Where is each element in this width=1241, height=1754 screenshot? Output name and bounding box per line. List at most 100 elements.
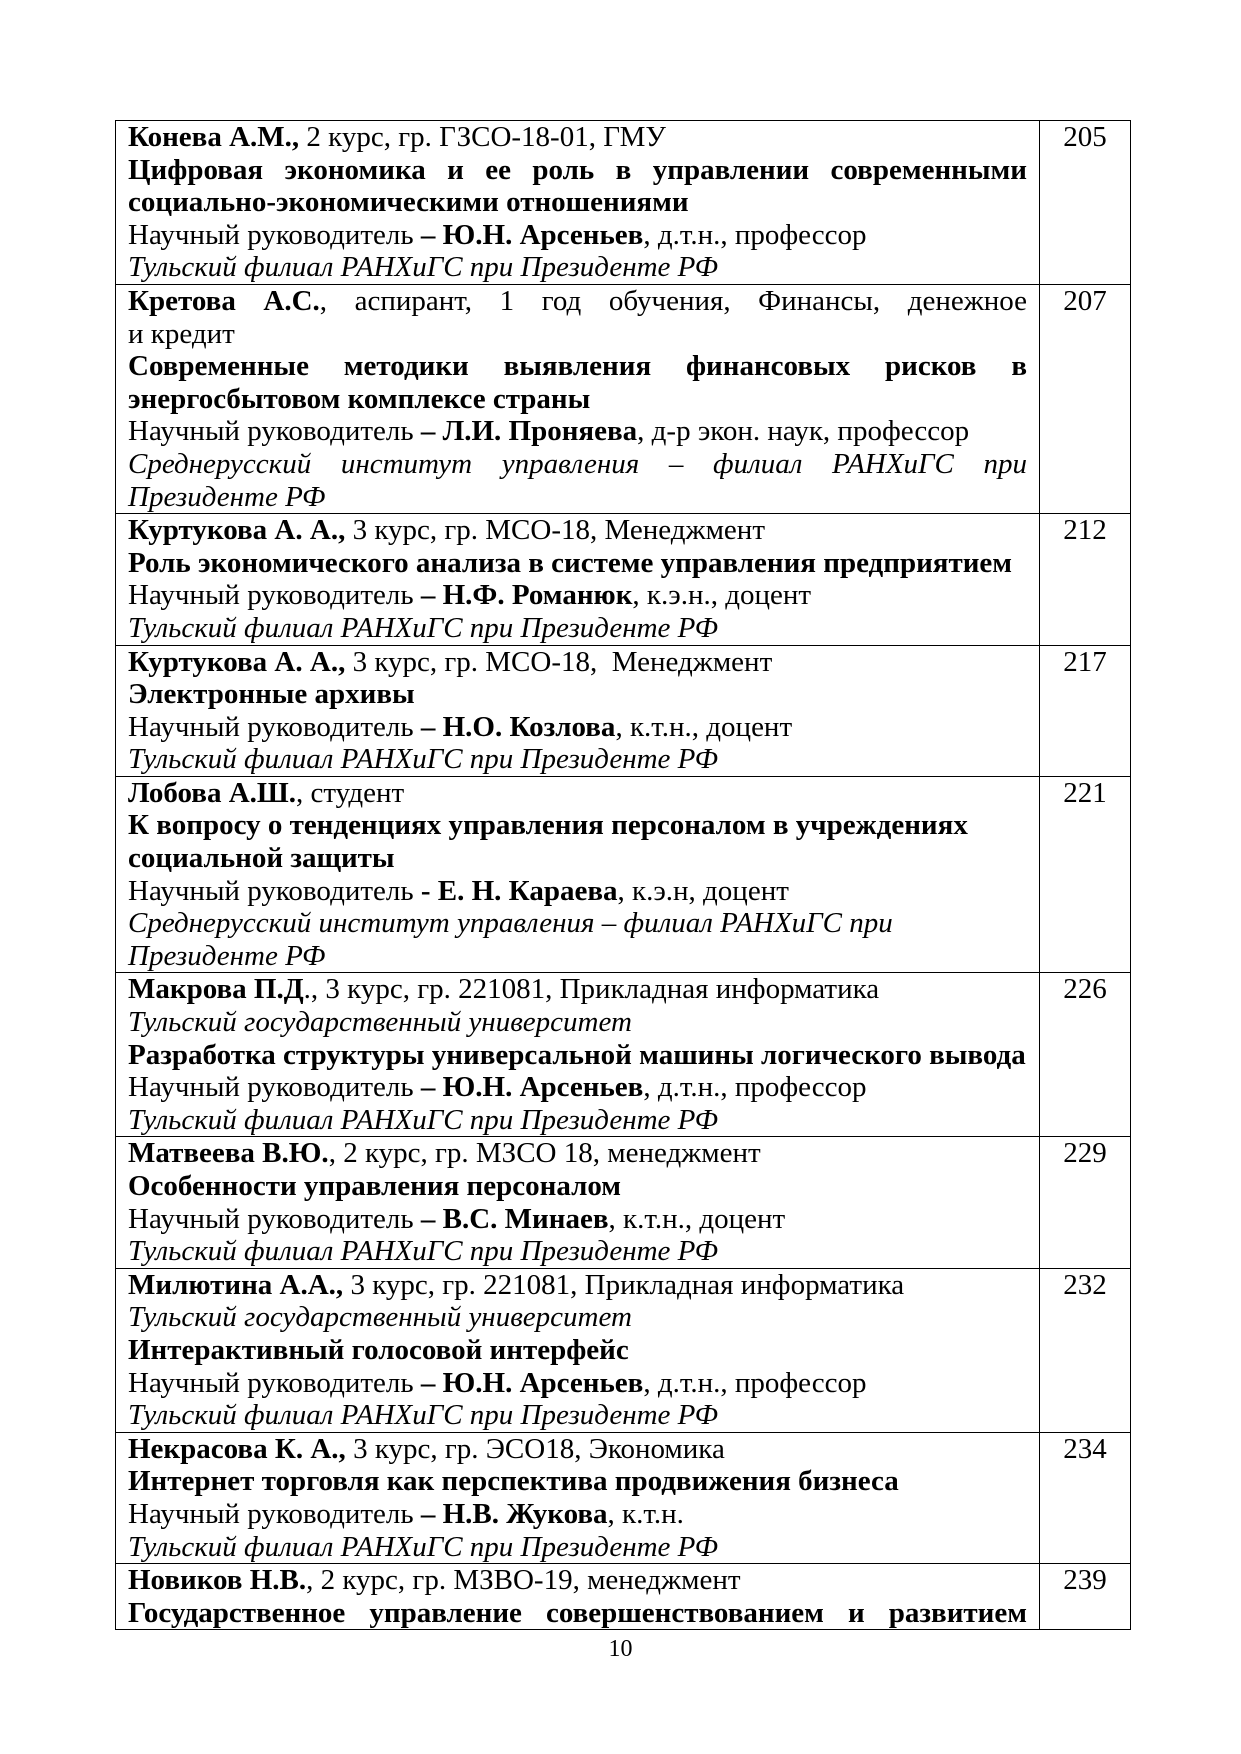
entry-line: Цифровая экономика и ее роль в управлени… [128,154,1027,187]
bold-text: энергосбытовом комплексе страны [128,382,591,415]
entry-line: Научный руководитель - Е. Н. Караева, к.… [128,875,1027,908]
entry-cell: Конева А.М., 2 курс, гр. ГЗСО-18-01, ГМУ… [115,120,1040,285]
entry-line: Матвеева В.Ю., 2 курс, гр. МЗСО 18, мене… [128,1137,1027,1170]
entry-cell: Кретова А.С., аспирант, 1 год обучения, … [115,283,1040,515]
bold-text: Кретова А.С. [128,284,320,317]
page-ref: 226 [1039,972,1131,1138]
text: , к.т.н., доцент [615,710,793,743]
contents-row: Милютина А.А., 3 курс, гр. 221081, Прикл… [115,1267,1131,1433]
entry-line: Новиков Н.В., 2 курс, гр. МЗВО-19, менед… [128,1564,1027,1597]
bold-text: – Л.И. Проняева [420,415,638,448]
text: 3 курс, гр. МСО-18, Менеджмент [345,514,765,547]
bold-text: Государственное управление совершенствов… [128,1596,1027,1629]
entry-line: Тульский филиал РАНХиГС при Президенте Р… [128,1531,1027,1564]
entry-line: Интернет торговля как перспектива продви… [128,1465,1027,1498]
text: Научный руководитель [128,1497,421,1530]
entry-line: Электронные архивы [128,678,1027,711]
italic-text: Президенте РФ [128,939,326,972]
bold-text: – Н.В. Жукова [420,1497,608,1530]
contents-row: Куртукова А. А., 3 курс, гр. МСО-18, Мен… [115,513,1131,646]
text: , аспирант, 1 год обучения, Финансы, ден… [319,284,1027,317]
entry-line: Роль экономического анализа в системе уп… [128,547,1027,580]
entry-line: Куртукова А. А., 3 курс, гр. МСО-18, Мен… [128,514,1027,547]
entry-line: Милютина А.А., 3 курс, гр. 221081, Прикл… [128,1269,1027,1302]
entry-line: Тульский филиал РАНХиГС при Президенте Р… [128,251,1027,284]
entry-line: Особенности управления персоналом [128,1170,1027,1203]
bold-text: Роль экономического анализа в системе уп… [128,546,1013,579]
italic-text: Тульский филиал РАНХиГС при Президенте Р… [128,1399,718,1432]
entry-line: Тульский филиал РАНХиГС при Президенте Р… [128,612,1027,645]
contents-row: Куртукова А. А., 3 курс, гр. МСО-18, Мен… [115,644,1131,777]
bold-text: социальной защиты [128,842,395,875]
entry-line: Тульский филиал РАНХиГС при Президенте Р… [128,1104,1027,1137]
italic-text: Тульский филиал РАНХиГС при Президенте Р… [128,1235,718,1268]
contents-row: Макрова П.Д., 3 курс, гр. 221081, Прикла… [115,972,1131,1138]
bold-text: Куртукова А. А., [128,645,346,678]
entry-line: Конева А.М., 2 курс, гр. ГЗСО-18-01, ГМУ [128,121,1027,154]
entry-line: Научный руководитель – Н.Ф. Романюк, к.э… [128,579,1027,612]
text: 3 курс, гр. 221081, Прикладная информати… [343,1268,905,1301]
contents-row: Лобова А.Ш., студент К вопросу о тенденци… [115,775,1131,974]
bold-text: Лобова А.Ш. [128,776,296,809]
page-ref: 207 [1039,283,1131,515]
entry-line: Научный руководитель – Ю.Н. Арсеньев, д.… [128,1071,1027,1104]
entry-line: социальной защиты [128,842,1027,875]
entry-line: Тульский государственный университет [128,1006,1027,1039]
bold-text: Куртукова А. А., [128,514,346,547]
italic-text: Тульский филиал РАНХиГС при Президенте Р… [128,251,718,284]
text: Научный руководитель [128,710,421,743]
page-ref: 221 [1039,775,1131,974]
entry-line: Интерактивный голосовой интерфейс [128,1334,1027,1367]
page-ref: 232 [1039,1267,1131,1433]
entry-line: Президенте РФ [128,940,1027,973]
entry-line: Государственное управление совершенствов… [128,1597,1027,1630]
bold-text: – В.С. Минаев [420,1202,609,1235]
bold-text: Интернет торговля как перспектива продви… [128,1465,899,1498]
italic-text: Тульский государственный университет [128,1301,632,1334]
text: Научный руководитель [128,874,421,907]
page-ref: 229 [1039,1136,1131,1269]
entry-cell: Матвеева В.Ю., 2 курс, гр. МЗСО 18, мене… [115,1136,1040,1269]
contents-row: Матвеева В.Ю., 2 курс, гр. МЗСО 18, мене… [115,1136,1131,1269]
entry-cell: Некрасова К. А., 3 курс, гр. ЭСО18, Экон… [115,1431,1040,1565]
entry-line: Тульский государственный университет [128,1301,1027,1334]
page-ref: 212 [1039,513,1131,646]
text: и кредит [128,317,235,350]
italic-text: Среднерусский институт управления – фили… [128,447,1027,480]
contents-row: Некрасова К. А., 3 курс, гр. ЭСО18, Экон… [115,1431,1131,1565]
bold-text: Современные методики выявления финансовы… [128,350,1027,383]
bold-text: Электронные архивы [128,678,415,711]
text: , д-р экон. наук, профессор [637,415,970,448]
entry-line: Тульский филиал РАНХиГС при Президенте Р… [128,1235,1027,1268]
bold-text: социально-экономическими отношениями [128,186,689,219]
bold-text: Матвеева В.Ю. [128,1137,329,1170]
italic-text: Тульский филиал РАНХиГС при Президенте Р… [128,1530,718,1563]
text: , к.т.н., доцент [608,1202,786,1235]
text: Научный руководитель [128,579,421,612]
entry-line: Научный руководитель – Ю.Н. Арсеньев, д.… [128,1367,1027,1400]
text: , к.т.н. [607,1497,684,1530]
text: , к.э.н., доцент [632,579,812,612]
entry-line: социально-экономическими отношениями [128,186,1027,219]
bold-text: Разработка структуры универсальной машин… [128,1038,1026,1071]
entry-line: Некрасова К. А., 3 курс, гр. ЭСО18, Экон… [128,1433,1027,1466]
contents-row: Кретова А.С., аспирант, 1 год обучения, … [115,283,1131,515]
text: ., 3 курс, гр. 221081, Прикладная информ… [303,973,880,1006]
entry-line: Научный руководитель – Н.О. Козлова, к.т… [128,711,1027,744]
text: , 2 курс, гр. МЗСО 18, менеджмент [328,1137,761,1170]
page-ref: 217 [1039,644,1131,777]
page-ref: 239 [1039,1563,1131,1631]
entry-line: Лобова А.Ш., студент [128,777,1027,810]
entry-line: Современные методики выявления финансовы… [128,350,1027,383]
italic-text: Тульский государственный университет [128,1006,632,1039]
bold-text: Макрова П.Д [128,973,304,1006]
bold-text: Конева А.М., [128,121,300,153]
text: , д.т.н., профессор [643,218,867,251]
text: 3 курс, гр. МСО-18, Менеджмент [345,645,773,678]
entry-line: Разработка структуры универсальной машин… [128,1039,1027,1072]
text: Научный руководитель [128,218,421,251]
bold-text: – Ю.Н. Арсеньев [420,1071,644,1104]
entry-line: Куртукова А. А., 3 курс, гр. МСО-18, Мен… [128,646,1027,679]
page-ref: 205 [1039,120,1131,285]
entry-line: энергосбытовом комплексе страны [128,383,1027,416]
